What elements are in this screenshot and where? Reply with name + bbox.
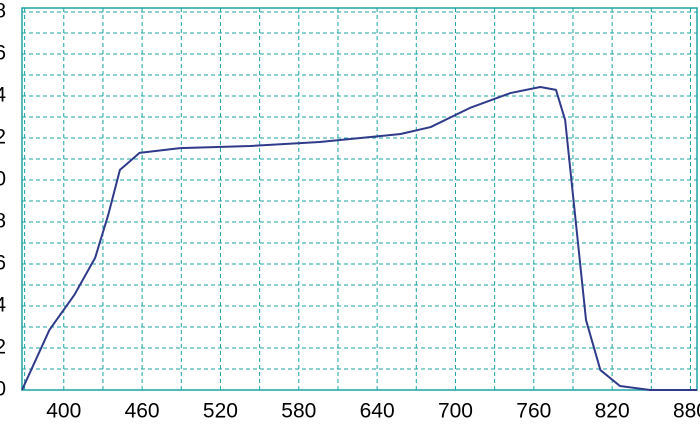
y-tick-label: 0 bbox=[0, 168, 6, 191]
x-tick-label: 520 bbox=[203, 400, 238, 423]
y-tick-label: 4 bbox=[0, 84, 6, 107]
x-tick-label: 760 bbox=[516, 400, 551, 423]
x-tick-label: 460 bbox=[125, 400, 160, 423]
y-tick-label: 2 bbox=[0, 336, 6, 359]
x-tick-label: 400 bbox=[46, 400, 81, 423]
x-tick-label: 880 bbox=[673, 400, 700, 423]
x-tick-label: 820 bbox=[595, 400, 630, 423]
y-tick-label: 6 bbox=[0, 42, 6, 65]
y-tick-label: 2 bbox=[0, 126, 6, 149]
data-line bbox=[21, 85, 697, 391]
x-tick-label: 580 bbox=[281, 400, 316, 423]
y-tick-label: 0 bbox=[0, 378, 6, 401]
y-tick-label: 4 bbox=[0, 294, 6, 317]
y-tick-label: 6 bbox=[0, 252, 6, 275]
x-tick-label: 700 bbox=[438, 400, 473, 423]
y-tick-label: 8 bbox=[0, 210, 6, 233]
x-tick-label: 640 bbox=[360, 400, 395, 423]
y-tick-label: 8 bbox=[0, 0, 6, 23]
plot-frame bbox=[21, 7, 698, 391]
